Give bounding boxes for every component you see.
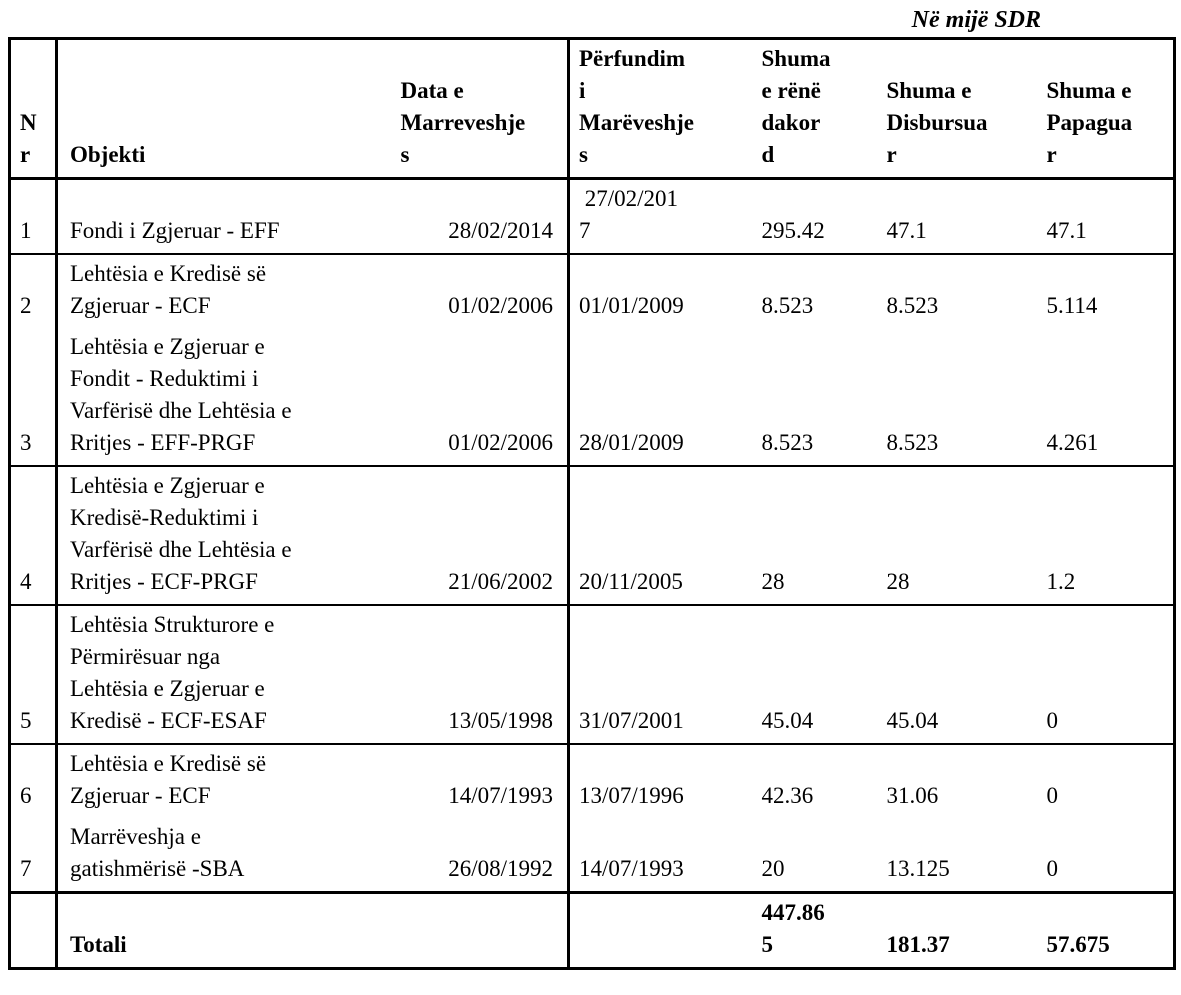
- cell-objekti: Fondi i Zgjeruar - EFF: [56, 178, 397, 255]
- cell-shuma-disbursuar: 31.06: [886, 783, 939, 808]
- header-row: N r Objekti Data e Marreveshje s Përfund…: [9, 38, 1175, 180]
- cell-shuma-papaguar: 4.261: [1041, 328, 1175, 467]
- cell-data-marreveshjes: 01/02/2006: [396, 328, 570, 467]
- cell-objekti: Lehtësia e Kredisë së Zgjeruar - ECF: [70, 751, 267, 808]
- cell-data-marreveshjes: [396, 892, 570, 969]
- cell-data-marreveshjes: 01/02/2006: [396, 254, 570, 328]
- cell-shuma-papaguar: 0: [1041, 818, 1175, 894]
- total-row: Totali 447.86 5 181.37 57.675: [9, 892, 1175, 969]
- header-objekti: Objekti: [56, 38, 397, 180]
- cell-shuma-dakord: 20: [756, 818, 882, 894]
- cell-shuma-dakord: 8.523: [761, 293, 814, 318]
- cell-shuma-papaguar: 0: [1041, 605, 1175, 745]
- cell-shuma-papaguar: 1.2: [1041, 466, 1175, 606]
- table-row: 3 Lehtësia e Zgjeruar e Fondit - Redukti…: [9, 328, 1175, 467]
- table-row: 7 Marrëveshja e gatishmërisë -SBA 26/08/…: [9, 818, 1175, 894]
- cell-shuma-papaguar: 0: [1046, 783, 1059, 808]
- cell-nr: 2: [9, 254, 58, 328]
- cell-shuma-disbursuar: 45.04: [881, 605, 1042, 745]
- cell-data-marreveshjes: 14/07/1993: [396, 744, 570, 818]
- header-nr: N r: [9, 38, 58, 180]
- cell-data-marreveshjes: 21/06/2002: [396, 466, 570, 606]
- cell-shuma-papaguar: 5.114: [1046, 293, 1098, 318]
- cell-shuma-dakord: 295.42: [756, 178, 882, 255]
- imf-agreements-table: N r Objekti Data e Marreveshje s Përfund…: [8, 37, 1176, 970]
- cell-perfundimi: 13/07/1996: [579, 783, 684, 808]
- table-row: 6 Lehtësia e Kredisë së Zgjeruar - ECF 1…: [9, 744, 1175, 818]
- cell-perfundimi: 28/01/2009: [568, 328, 757, 467]
- header-data-marreveshjes: Data e Marreveshje s: [396, 38, 570, 180]
- cell-shuma-disbursuar: 8.523: [881, 328, 1042, 467]
- header-perfundimi-mareveshjes: Përfundim i Marëveshje s: [568, 38, 757, 180]
- cell-nr: 5: [9, 605, 58, 745]
- cell-data-marreveshjes: 26/08/1992: [396, 818, 570, 894]
- cell-objekti: Lehtësia Strukturore e Përmirësuar nga L…: [56, 605, 397, 745]
- cell-shuma-disbursuar: 28: [881, 466, 1042, 606]
- cell-shuma-disbursuar: 13.125: [881, 818, 1042, 894]
- cell-nr: 4: [9, 466, 58, 606]
- cell-data-marreveshjes: 13/05/1998: [396, 605, 570, 745]
- cell-nr: 6: [9, 744, 58, 818]
- header-shuma-papaguar: Shuma e Papagua r: [1041, 38, 1175, 180]
- total-label: Totali: [70, 932, 127, 957]
- cell-shuma-dakord: 42.36: [761, 783, 814, 808]
- document-page: Në mijë SDR N r Objekti Data e Marrevesh…: [8, 7, 1176, 970]
- table-row: 4 Lehtësia e Zgjeruar e Kredisë-Reduktim…: [9, 466, 1175, 606]
- cell-objekti: Lehtësia e Kredisë së Zgjeruar - ECF: [70, 261, 267, 318]
- cell-objekti: Marrëveshja e gatishmërisë -SBA: [56, 818, 397, 894]
- cell-objekti: Lehtësia e Zgjeruar e Fondit - Reduktimi…: [56, 328, 397, 467]
- table-row: 1 Fondi i Zgjeruar - EFF 28/02/2014 27/0…: [9, 178, 1175, 255]
- cell-shuma-disbursuar: 8.523: [886, 293, 939, 318]
- cell-perfundimi: 31/07/2001: [568, 605, 757, 745]
- cell-data-marreveshjes: 28/02/2014: [396, 178, 570, 255]
- cell-nr: 7: [9, 818, 58, 894]
- cell-nr: 1: [9, 178, 58, 255]
- cell-shuma-dakord: 28: [756, 466, 882, 606]
- cell-nr: [9, 892, 58, 969]
- total-shuma-disbursuar: 181.37: [886, 932, 950, 957]
- cell-perfundimi: [569, 893, 757, 969]
- cell-perfundimi: 14/07/1993: [568, 818, 757, 894]
- cell-nr: 3: [9, 328, 58, 467]
- total-shuma-dakord: 447.86 5: [761, 900, 825, 957]
- cell-perfundimi: 01/01/2009: [579, 293, 684, 318]
- cell-shuma-dakord: 45.04: [756, 605, 882, 745]
- header-shuma-rene-dakord: Shuma e rënë dakor d: [756, 38, 882, 180]
- cell-shuma-disbursuar: 47.1: [881, 178, 1042, 255]
- table-row: 2 Lehtësia e Kredisë së Zgjeruar - ECF 0…: [9, 254, 1175, 328]
- header-shuma-disbursuar: Shuma e Disbursua r: [881, 38, 1042, 180]
- cell-objekti: Lehtësia e Zgjeruar e Kredisë-Reduktimi …: [56, 466, 397, 606]
- units-note: Në mijë SDR: [911, 7, 1041, 33]
- cell-perfundimi: 20/11/2005: [568, 466, 757, 606]
- cell-shuma-papaguar: 47.1: [1041, 178, 1175, 255]
- total-shuma-papaguar: 57.675: [1046, 932, 1110, 957]
- cell-perfundimi: 27/02/201 7: [568, 178, 757, 255]
- table-row: 5 Lehtësia Strukturore e Përmirësuar nga…: [9, 605, 1175, 745]
- cell-shuma-dakord: 8.523: [756, 328, 882, 467]
